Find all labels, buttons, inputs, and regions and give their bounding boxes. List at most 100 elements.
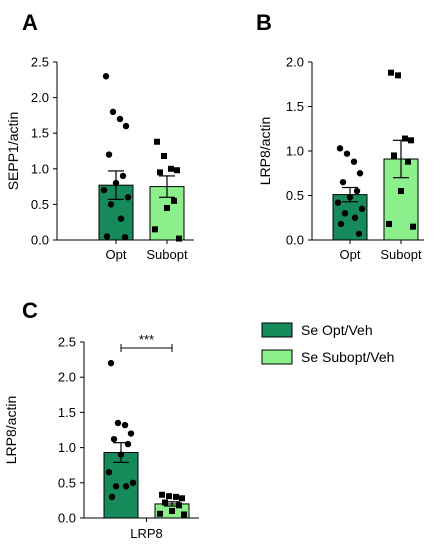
data-point [337,220,345,228]
y-axis-label: LRP8/actin [3,396,19,464]
significance-label: *** [139,332,154,347]
data-point [157,169,163,176]
y-axis-label: SEPP1/actin [5,112,21,191]
data-point [124,440,132,448]
data-point [114,419,122,427]
data-point [339,178,347,186]
data-point [355,230,363,237]
data-point [103,233,111,240]
data-point [105,469,113,476]
data-point [173,493,179,500]
data-point [169,507,175,514]
x-tick-label: Subopt [146,247,188,262]
legend-label: Se Subopt/Veh [301,349,394,365]
y-tick-label: 1.5 [286,99,304,114]
x-tick-label: Opt [106,247,127,262]
data-point [112,179,120,187]
data-point [109,108,117,116]
data-point [129,479,137,486]
data-point [152,226,158,233]
data-point [405,158,411,165]
legend-swatch [261,322,293,338]
data-point [176,502,182,509]
data-point [395,72,401,79]
data-point [168,165,174,172]
panel-b: B 0.0 0.5 1.0 1.5 2.0 LRP8/actin Opt Subopt [256,10,424,262]
y-tick-label: 0.0 [31,233,49,248]
data-point [410,223,416,230]
data-point [179,495,185,502]
data-point [164,204,170,211]
y-tick-label: 0.0 [286,233,304,248]
data-point [353,187,361,195]
legend-swatch [261,349,293,365]
data-point [356,170,364,177]
data-point [157,510,163,517]
data-point [122,122,130,130]
data-point [116,115,124,123]
x-tick-label: Subopt [380,247,422,262]
data-point [110,435,118,443]
y-tick-label: 1.5 [58,405,76,420]
data-point [121,233,129,241]
y-tick-label: 2.0 [31,90,49,105]
data-point [391,152,397,159]
y-tick-label: 0.5 [31,197,49,212]
data-point [358,205,366,213]
data-point [117,451,125,458]
panel-a: A 0.0 0.5 1.0 1.5 2.0 2.5 SEPP1/actin Opt Subopt [5,10,194,262]
data-point [107,359,115,367]
panel-letter: B [256,10,272,35]
y-tick-label: 0.5 [58,475,76,490]
data-point [108,493,116,501]
data-point [112,483,120,490]
data-point [343,150,351,157]
data-point [102,73,110,80]
y-tick-label: 0.5 [286,188,304,203]
data-point [121,421,129,429]
data-point [181,511,187,518]
data-point [351,214,359,221]
data-point [341,210,349,217]
x-tick-label: LRP8 [130,526,163,541]
data-point [124,194,132,201]
legend: Se Opt/Veh Se Subopt/Veh [261,322,394,365]
data-point [334,199,342,206]
y-tick-label: 2.0 [58,370,76,385]
data-point [408,137,414,144]
data-point [174,167,180,174]
data-point [162,499,168,506]
y-tick-label: 2.5 [58,335,76,350]
data-point [398,188,404,195]
x-tick-label: Opt [340,247,361,262]
data-point [171,197,177,204]
y-tick-label: 1.0 [58,440,76,455]
legend-label: Se Opt/Veh [301,322,373,338]
data-point [161,152,167,159]
data-point [176,235,182,242]
data-point [336,145,344,152]
data-point [346,194,354,201]
data-point [350,158,358,165]
y-tick-label: 2.5 [31,55,49,70]
data-point [105,151,113,158]
panel-letter: A [22,10,38,35]
data-point [119,172,127,180]
data-point [159,491,165,498]
y-tick-label: 0.0 [58,511,76,526]
y-axis-label: LRP8/actin [257,117,273,185]
data-point [117,215,125,222]
data-point [386,220,392,227]
panel-letter: C [22,298,38,323]
y-tick-label: 1.0 [31,161,49,176]
data-point [388,69,394,76]
data-point [154,138,160,145]
y-tick-label: 2.0 [286,55,304,70]
data-point [122,483,130,490]
data-point [166,493,172,500]
data-point [100,186,108,194]
y-tick-label: 1.0 [286,144,304,159]
panel-c: C 0.0 0.5 1.0 1.5 2.0 2.5 LRP8/actin LRP8 *** [3,298,199,541]
data-point [402,135,408,142]
